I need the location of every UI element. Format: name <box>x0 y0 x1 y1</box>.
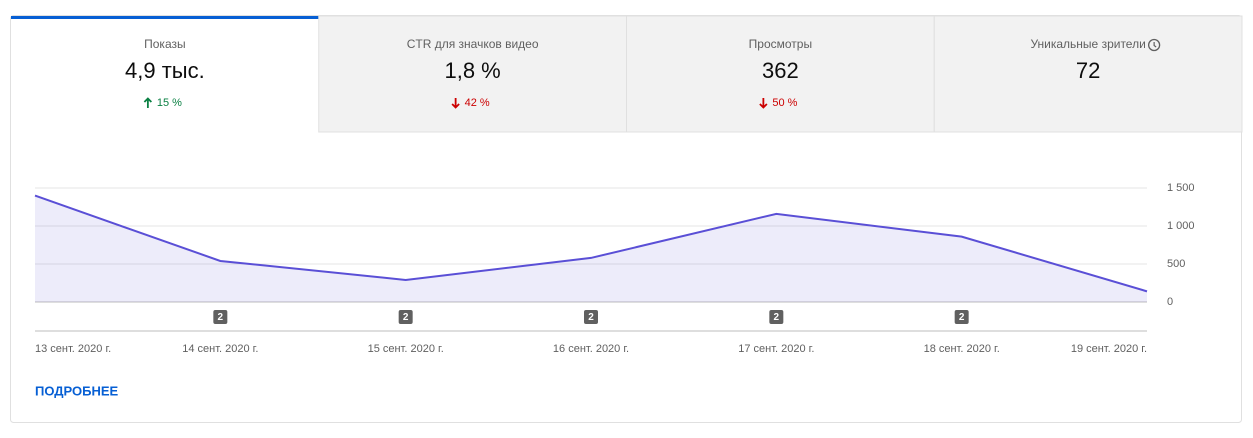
tab-value: 1,8 % <box>444 58 500 83</box>
x-tick-label: 16 сент. 2020 г. <box>553 343 629 355</box>
x-tick-label: 18 сент. 2020 г. <box>924 343 1000 355</box>
tab[interactable] <box>933 15 1243 133</box>
annotation-label: 2 <box>959 312 965 323</box>
trend-arrow <box>451 98 460 109</box>
tab[interactable] <box>11 16 319 132</box>
x-tick-label: 17 сент. 2020 г. <box>738 343 814 355</box>
tab-value: 4,9 тыс. <box>125 58 205 83</box>
tab-indicator <box>11 16 319 19</box>
tab-value: 72 <box>1076 58 1100 83</box>
tab-change: 50 % <box>772 97 797 109</box>
tab[interactable] <box>318 15 627 133</box>
y-tick-label: 1 000 <box>1167 220 1195 232</box>
annotation-label: 2 <box>774 312 780 323</box>
tab-change: 15 % <box>157 97 182 109</box>
x-tick-label: 13 сент. 2020 г. <box>35 343 111 355</box>
clock-icon <box>1147 38 1161 52</box>
tab-title: Уникальные зрители <box>1030 37 1145 51</box>
y-tick-label: 0 <box>1167 296 1173 308</box>
x-tick-label: 14 сент. 2020 г. <box>182 343 258 355</box>
y-tick-label: 500 <box>1167 258 1185 270</box>
annotation-badge[interactable] <box>398 310 413 324</box>
tab-title: Просмотры <box>749 37 812 51</box>
tab-change: 42 % <box>465 97 490 109</box>
annotation-label: 2 <box>218 312 224 323</box>
tab[interactable] <box>626 15 935 133</box>
trend-arrow <box>759 98 768 109</box>
annotation-label: 2 <box>588 312 594 323</box>
line <box>34 194 1148 293</box>
annotation-badge[interactable] <box>584 310 598 324</box>
area <box>35 195 1147 302</box>
x-tick-label: 15 сент. 2020 г. <box>368 343 444 355</box>
annotation-label: 2 <box>403 312 409 323</box>
tab-title: CTR для значков видео <box>407 37 539 51</box>
more-link[interactable]: ПОДРОБНЕЕ <box>35 383 119 398</box>
annotation-badge[interactable] <box>769 310 784 324</box>
annotation-badge[interactable] <box>954 310 969 324</box>
tab-title: Показы <box>144 37 185 51</box>
annotation-badge[interactable] <box>213 310 228 324</box>
y-tick-label: 1 500 <box>1167 182 1195 194</box>
trend-arrow <box>143 97 153 108</box>
clock-hands <box>1153 42 1157 48</box>
tab-value: 362 <box>762 58 799 83</box>
x-tick-label: 19 сент. 2020 г. <box>1071 343 1147 355</box>
